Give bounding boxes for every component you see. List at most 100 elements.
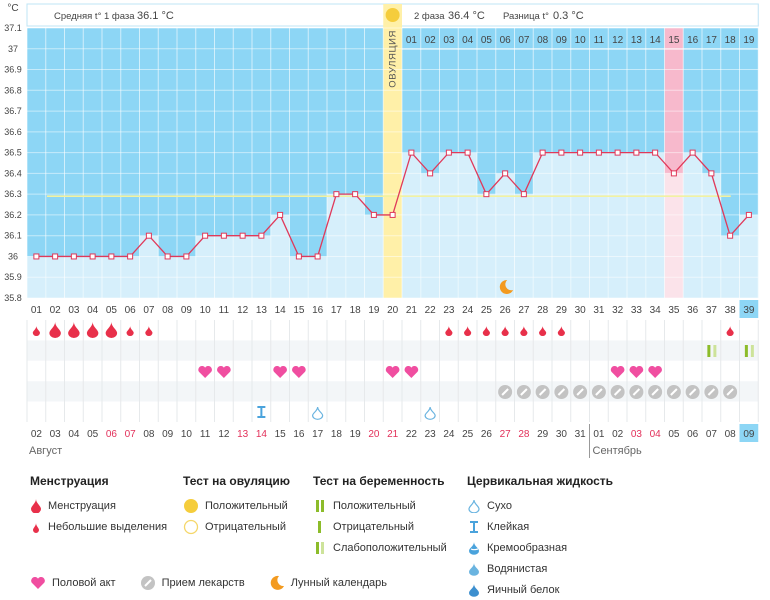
temperature-point [277, 211, 284, 218]
temperature-point [520, 191, 527, 198]
temperature-point [745, 211, 752, 218]
temperature-point [333, 191, 340, 198]
phase2-day-label: 02 [425, 35, 437, 46]
temp-bar [552, 152, 571, 298]
temperature-point [445, 149, 452, 156]
legend-dry: Сухо [467, 495, 613, 516]
pill-stripe [501, 388, 509, 396]
temperature-point [258, 232, 265, 239]
temp-bar [627, 152, 646, 298]
legend-menstruation-item: Менструация [30, 495, 167, 516]
date-label: 02 [31, 429, 43, 440]
temp-bar [570, 152, 590, 298]
y-tick-label: 37.1 [4, 23, 22, 33]
heart-icon [217, 365, 231, 378]
x-tick-label: 31 [593, 305, 605, 316]
temperature-point [539, 149, 546, 156]
date-label: 08 [725, 429, 737, 440]
current-day-highlight [739, 300, 759, 318]
x-tick-label: 03 [68, 305, 80, 316]
date-label: 03 [50, 429, 62, 440]
menstruation-drop-icon [105, 321, 118, 339]
heart-icon [292, 365, 306, 378]
x-tick-label: 13 [256, 305, 268, 316]
temperature-point [577, 149, 584, 156]
pill-stripe [651, 388, 659, 396]
legend-spotting-item: Небольшие выделения [30, 516, 167, 537]
heart-icon [648, 365, 662, 378]
spotting-drop-icon [464, 325, 472, 337]
temp-bar [645, 152, 665, 298]
x-tick-label: 07 [143, 305, 155, 316]
x-tick-label: 30 [575, 305, 587, 316]
x-tick-label: 01 [31, 305, 43, 316]
temp-bar [683, 152, 702, 298]
spotting-drop-icon [726, 325, 734, 337]
x-tick-label: 34 [650, 305, 662, 316]
legend-preg-weak: Слабоположительный [313, 537, 447, 558]
bbt-chart: Средняя t° 1 фаза 36.1 °C 2 фаза 36.4 °C Раз… [4, 3, 759, 458]
date-label: 26 [481, 429, 493, 440]
heart-icon [31, 576, 45, 589]
x-tick-label: 26 [500, 305, 512, 316]
pregnancy-test-stripe-icon [744, 345, 748, 357]
date-label: 01 [593, 429, 605, 440]
date-label: 29 [537, 429, 549, 440]
x-tick-label: 16 [312, 305, 324, 316]
legend-creamy: Кремообразная [467, 537, 613, 558]
legend-label: Прием лекарств [161, 576, 245, 589]
pill-icon [140, 575, 155, 590]
date-label: 16 [293, 429, 305, 440]
x-tick-label: 15 [293, 305, 305, 316]
temperature-point [633, 149, 640, 156]
x-tick-label: 18 [350, 305, 362, 316]
unit-label: °C [7, 3, 18, 14]
temperature-point [595, 149, 602, 156]
sun-icon [184, 498, 198, 513]
ovulation-column [383, 4, 402, 298]
x-tick-label: 33 [631, 305, 643, 316]
y-tick-label: 36.2 [4, 210, 22, 220]
y-tick-label: 36.3 [4, 189, 22, 199]
phase1-label: Средняя t° 1 фаза [54, 11, 135, 22]
pill-stripe [520, 388, 528, 396]
temperature-point [502, 170, 509, 177]
legend-ov-positive: Положительный [183, 495, 290, 516]
y-tick-label: 35.8 [4, 293, 22, 303]
date-label: 11 [200, 429, 211, 440]
spotting-drop-icon [557, 325, 565, 337]
legend-label: Лунный календарь [290, 576, 387, 589]
x-axis-band [27, 298, 759, 320]
phase2-day-label: 15 [668, 35, 680, 46]
x-tick-label: 11 [219, 305, 230, 316]
phase2-day-label: 05 [481, 35, 493, 46]
diff-value: 0.3 °C [553, 10, 584, 22]
date-label: 12 [218, 429, 230, 440]
legend-bottom: Половой акт Прием лекарств Лунный календ… [30, 572, 411, 593]
temperature-point [220, 232, 227, 239]
menstruation-drop-icon [86, 321, 99, 339]
x-tick-label: 38 [725, 305, 737, 316]
x-tick-label: 21 [406, 305, 418, 316]
x-tick-label: 35 [668, 305, 680, 316]
x-tick-label: 28 [537, 305, 549, 316]
phase2-value: 36.4 °C [448, 10, 485, 22]
temperature-point [33, 253, 40, 260]
temp-bar [458, 152, 477, 298]
legend-label: Менструация [48, 499, 116, 512]
legend-cervical-title: Цервикальная жидкость [467, 474, 614, 488]
legend-pregnancy-test: Тест на беременность Положительный Отриц… [313, 474, 447, 558]
x-tick-label: 22 [425, 305, 437, 316]
temperature-point [727, 232, 734, 239]
legend-menstruation: Менструация Менструация Небольшие выделе… [30, 474, 167, 537]
date-label: 19 [350, 429, 362, 440]
x-tick-label: 27 [518, 305, 530, 316]
dates-band [27, 424, 759, 444]
legend-cervical: Цервикальная жидкость Сухо Клейкая Кремо… [467, 474, 613, 600]
date-label: 07 [706, 429, 718, 440]
x-tick-label: 05 [106, 305, 118, 316]
x-tick-label: 10 [200, 305, 212, 316]
temp-bar [252, 235, 271, 298]
pill-stripe [670, 388, 678, 396]
pill-stripe [538, 388, 547, 396]
